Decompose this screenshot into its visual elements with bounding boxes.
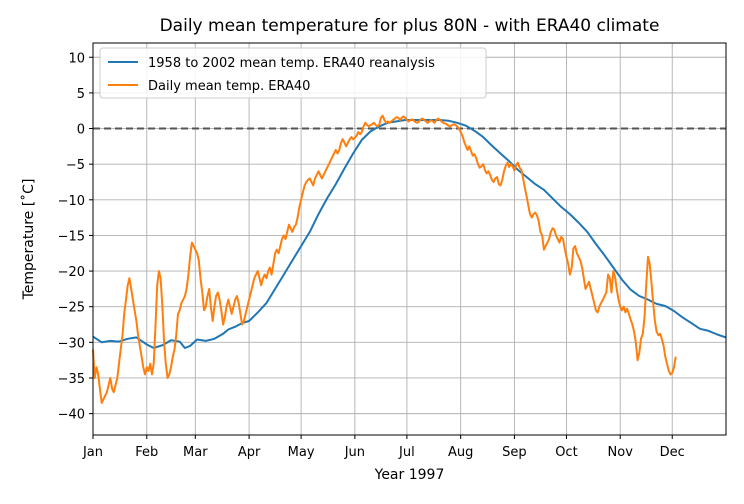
y-tick-label: 0 (77, 123, 85, 138)
grid-layer (92, 43, 726, 435)
x-tick-label: Nov (608, 445, 634, 460)
series-line-daily-mean (92, 114, 677, 404)
tick-layer: Jan Feb Mar Apr May Jun Jul Aug Sep Oct Nov Dec 10 5 0… (58, 51, 685, 460)
y-tick-label: −40 (58, 408, 85, 423)
series-layer (92, 114, 727, 404)
x-tick-label: Dec (660, 445, 685, 460)
series-line-reanalysis-mean (92, 119, 727, 349)
x-tick-label: Jul (398, 445, 415, 460)
y-tick-label: −20 (58, 265, 85, 280)
y-tick-label: −25 (58, 301, 85, 316)
y-axis-label: Temperature [˚C] (20, 179, 37, 301)
x-tick-label: Jan (82, 445, 103, 460)
legend-label-daily: Daily mean temp. ERA40 (148, 79, 310, 94)
x-tick-label: Sep (502, 445, 527, 460)
x-tick-label: Feb (135, 445, 158, 460)
legend-box (99, 47, 487, 99)
plot-frame (92, 42, 727, 436)
x-tick-label: Aug (448, 445, 473, 460)
y-tick-label: 10 (68, 51, 85, 66)
y-tick-label: −35 (58, 372, 85, 387)
x-tick-label: Jun (344, 445, 365, 460)
legend: 1958 to 2002 mean temp. ERA40 reanalysis… (99, 47, 487, 99)
y-tick-label: −5 (66, 158, 85, 173)
x-tick-label: Apr (238, 445, 261, 460)
x-tick-label: May (288, 445, 315, 460)
y-tick-label: −15 (58, 229, 85, 244)
x-axis-label: Year 1997 (374, 467, 445, 483)
y-tick-label: −30 (58, 336, 85, 351)
x-tick-label: Mar (183, 445, 208, 460)
y-tick-label: 5 (77, 87, 85, 102)
x-tick-label: Oct (555, 445, 577, 460)
legend-label-reanalysis: 1958 to 2002 mean temp. ERA40 reanalysis (148, 56, 435, 71)
y-tick-label: −10 (58, 194, 85, 209)
chart-title: Daily mean temperature for plus 80N - wi… (160, 16, 660, 36)
